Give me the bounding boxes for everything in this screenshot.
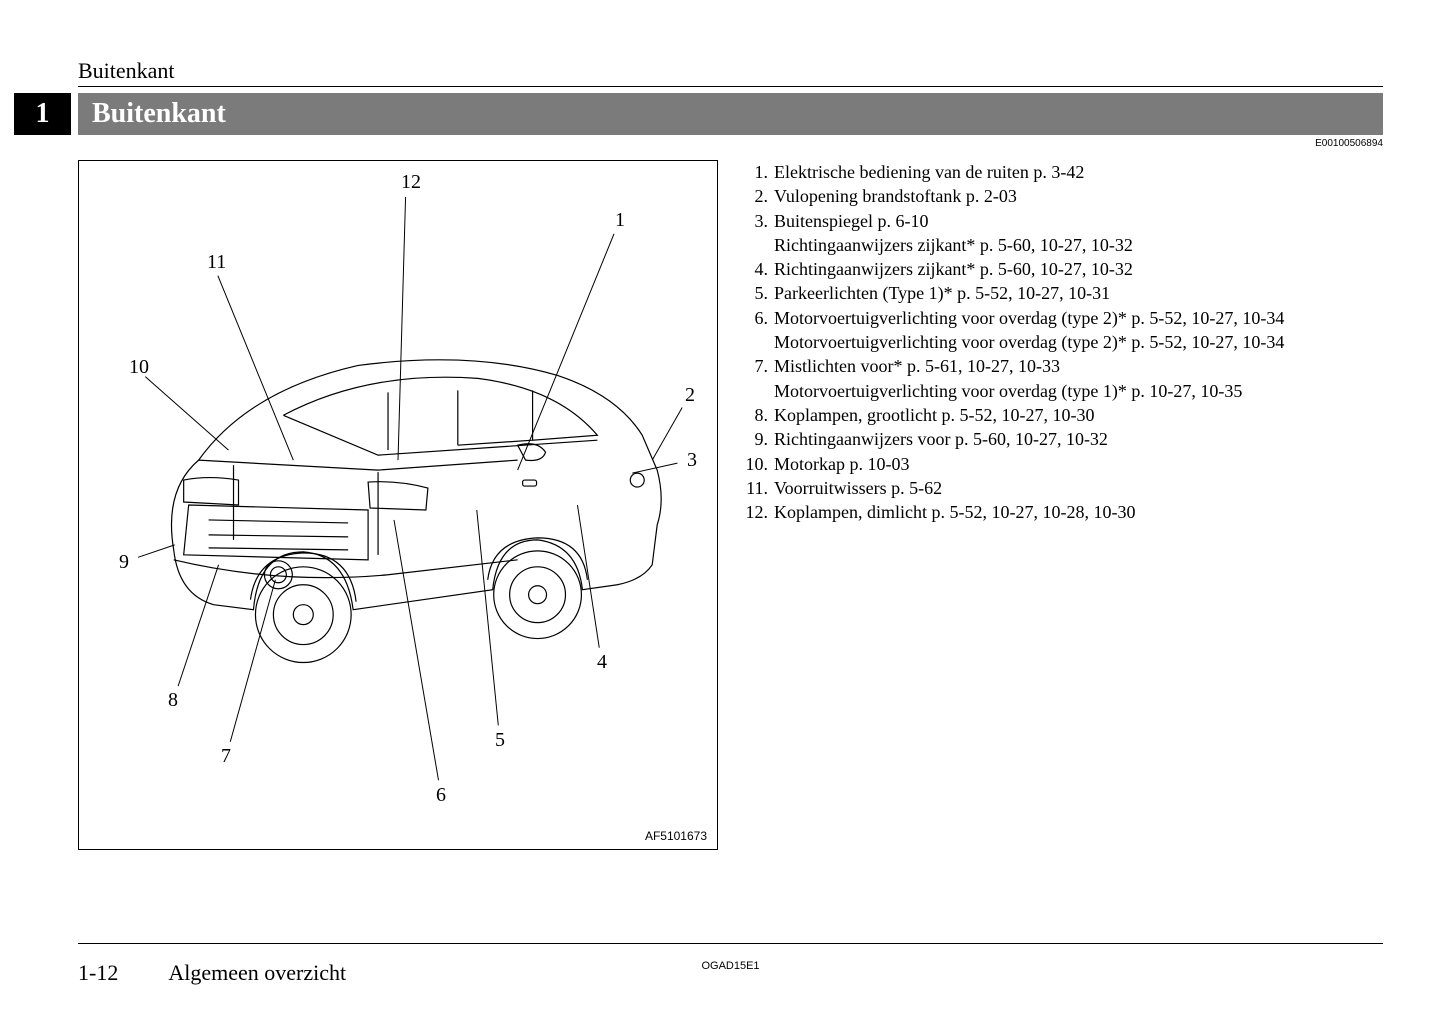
legend-num: 3. [740,209,768,233]
legend-num: 2. [740,184,768,208]
callout-label-9: 9 [119,551,129,574]
legend-text: Voorruitwissers p. 5-62 [774,476,1383,500]
legend-item: 1.Elektrische bediening van de ruiten p.… [740,160,1383,184]
legend-num: 12. [740,500,768,524]
legend-num: 8. [740,403,768,427]
legend-item: 12.Koplampen, dimlicht p. 5-52, 10-27, 1… [740,500,1383,524]
callout-label-12: 12 [401,171,421,194]
legend-num: 10. [740,452,768,476]
legend-num: 7. [740,354,768,378]
callout-label-10: 10 [129,356,149,379]
legend-num: 5. [740,281,768,305]
callout-label-3: 3 [687,449,697,472]
section-title-bar: Buitenkant [78,93,1383,135]
legend-num: 11. [740,476,768,500]
legend-subline: Motorvoertuigverlichting voor overdag (t… [774,379,1383,403]
legend-item: 4.Richtingaanwijzers zijkant* p. 5-60, 1… [740,257,1383,281]
diagram-container: AF5101673 123456789101112 [78,160,718,850]
reference-code: E00100506894 [1315,138,1383,149]
legend-num: 6. [740,306,768,330]
page-header-title: Buitenkant [78,58,175,84]
vehicle-diagram [79,161,717,849]
legend-item: 11.Voorruitwissers p. 5-62 [740,476,1383,500]
footer-rule [78,943,1383,944]
callout-label-8: 8 [168,689,178,712]
legend-item: 2.Vulopening brandstoftank p. 2-03 [740,184,1383,208]
callout-label-2: 2 [685,384,695,407]
legend-subline: Richtingaanwijzers zijkant* p. 5-60, 10-… [774,233,1383,257]
page-number: 1-12 [78,960,118,986]
callout-label-5: 5 [495,729,505,752]
legend-text: Richtingaanwijzers zijkant* p. 5-60, 10-… [774,257,1383,281]
page-footer: 1-12 Algemeen overzicht OGAD15E1 [78,960,1383,986]
diagram-code: AF5101673 [645,829,707,843]
legend-item: 3.Buitenspiegel p. 6-10 [740,209,1383,233]
legend-text: Motorkap p. 10-03 [774,452,1383,476]
header-rule [78,86,1383,87]
legend-item: 8.Koplampen, grootlicht p. 5-52, 10-27, … [740,403,1383,427]
callout-label-7: 7 [221,745,231,768]
legend-text: Elektrische bediening van de ruiten p. 3… [774,160,1383,184]
legend-item: 5.Parkeerlichten (Type 1)* p. 5-52, 10-2… [740,281,1383,305]
callout-label-11: 11 [207,251,226,274]
legend-text: Koplampen, grootlicht p. 5-52, 10-27, 10… [774,403,1383,427]
legend-item: 7.Mistlichten voor* p. 5-61, 10-27, 10-3… [740,354,1383,378]
legend-text: Motorvoertuigverlichting voor overdag (t… [774,306,1383,330]
callout-label-1: 1 [615,209,625,232]
chapter-tab: 1 [14,93,71,135]
legend-item: 6.Motorvoertuigverlichting voor overdag … [740,306,1383,330]
legend-num: 4. [740,257,768,281]
legend-subline: Motorvoertuigverlichting voor overdag (t… [774,330,1383,354]
legend-text: Vulopening brandstoftank p. 2-03 [774,184,1383,208]
legend-list: 1.Elektrische bediening van de ruiten p.… [740,160,1383,524]
legend-text: Buitenspiegel p. 6-10 [774,209,1383,233]
legend-container: 1.Elektrische bediening van de ruiten p.… [740,160,1383,524]
document-code: OGAD15E1 [701,960,759,972]
callout-label-6: 6 [436,784,446,807]
legend-item: 9.Richtingaanwijzers voor p. 5-60, 10-27… [740,427,1383,451]
legend-text: Parkeerlichten (Type 1)* p. 5-52, 10-27,… [774,281,1383,305]
legend-text: Koplampen, dimlicht p. 5-52, 10-27, 10-2… [774,500,1383,524]
callout-label-4: 4 [597,651,607,674]
legend-item: 10.Motorkap p. 10-03 [740,452,1383,476]
legend-num: 1. [740,160,768,184]
legend-text: Mistlichten voor* p. 5-61, 10-27, 10-33 [774,354,1383,378]
legend-num: 9. [740,427,768,451]
footer-section-title: Algemeen overzicht [168,960,346,986]
legend-text: Richtingaanwijzers voor p. 5-60, 10-27, … [774,427,1383,451]
